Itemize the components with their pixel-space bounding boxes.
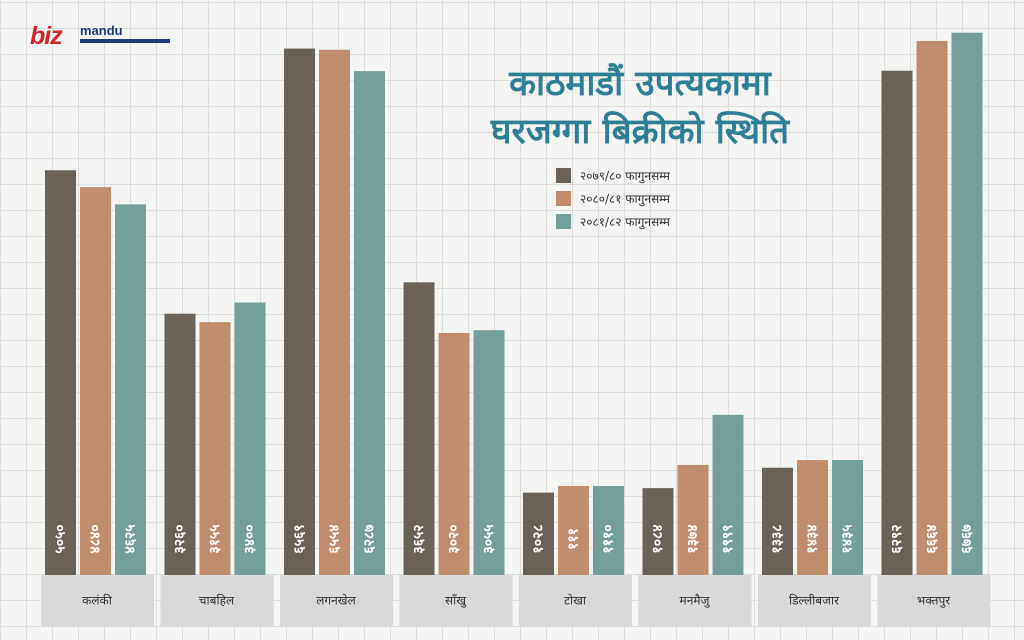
x-tick-label: लगनखेल: [316, 594, 356, 608]
legend-swatch-series-2: [556, 191, 571, 206]
bar-value-label: १११०: [601, 524, 617, 553]
category-strip: [41, 575, 154, 627]
bar: [284, 48, 315, 576]
legend-swatch-series-1: [556, 168, 571, 183]
bar: [199, 322, 231, 575]
category-strip: [399, 575, 513, 627]
bar: [115, 204, 146, 575]
x-tick-label: चाबहिल: [199, 594, 235, 608]
bar: [234, 302, 266, 575]
bar-value-label: ६२९२: [889, 524, 905, 553]
bar: [832, 459, 863, 575]
category-strip: [638, 575, 752, 627]
bar-value-label: ३४००: [242, 524, 258, 553]
logo-biz-text: biz: [30, 22, 63, 50]
bar: [593, 486, 624, 575]
bar: [438, 332, 470, 575]
bar-value-label: ६५६९: [292, 524, 308, 553]
bar-value-label: ३०५५: [481, 524, 497, 553]
bizmandu-logo: biz mandu: [30, 22, 170, 52]
category-strip: [160, 575, 274, 627]
logo-tagline-bar: [80, 39, 170, 43]
logo-mandu-text: mandu: [80, 23, 123, 38]
category-strip: [280, 575, 393, 627]
x-tick-label: साँखु: [445, 594, 467, 609]
bar-value-label: ६५५४: [327, 524, 343, 553]
bar-value-label: ३२६०: [172, 524, 188, 553]
bar: [881, 70, 913, 575]
bar: [951, 32, 983, 576]
category-strip: [758, 575, 871, 627]
legend-item-series-3: २०८१/८२ फागुनसम्म: [556, 210, 786, 233]
legend-label-series-3: २०८१/८२ फागुनसम्म: [580, 215, 670, 229]
chart-title: काठमाडौं उपत्यकामा घरजग्गा बिक्रीको स्थि…: [430, 60, 850, 156]
x-tick-label: भक्तपुर: [917, 594, 952, 609]
legend-label-series-1: २०७९/८० फागुनसम्म: [580, 169, 670, 183]
legend-item-series-2: २०८०/८१ फागुनसम्म: [556, 187, 786, 210]
bar: [354, 71, 385, 576]
bar-value-label: १०८४: [650, 524, 666, 553]
bar: [403, 282, 435, 575]
bar-value-label: ६७६७: [959, 524, 975, 553]
bar-value-label: ६२८७: [362, 524, 378, 553]
x-tick-label: टोखा: [564, 594, 587, 608]
bar: [712, 414, 744, 575]
bar-value-label: ४६२५: [123, 524, 139, 553]
x-tick-label: डिल्लीबजार: [789, 594, 840, 608]
bar-value-label: १९९९: [720, 524, 736, 553]
category-strip: [519, 575, 632, 627]
bar-value-label: १३३८: [770, 524, 786, 553]
bar: [762, 467, 793, 575]
legend-label-series-2: २०८०/८१ फागुनसम्म: [580, 192, 670, 206]
bar: [642, 488, 674, 575]
bar-value-label: १४३४: [805, 524, 821, 553]
bar-value-label: १३७४: [685, 524, 701, 553]
bar: [916, 40, 948, 576]
x-tick-label: कलंकी: [82, 594, 113, 608]
category-strip: [877, 575, 991, 627]
bar-value-label: ४८४०: [88, 524, 104, 553]
bar-value-label: ३१५५: [207, 524, 223, 553]
bar-value-label: १०२८: [531, 524, 547, 553]
bar-value-label: ६६६४: [924, 524, 940, 553]
bar: [558, 485, 589, 575]
bar: [797, 460, 828, 575]
bar-value-label: ५०५०: [53, 524, 69, 553]
bar: [80, 187, 111, 575]
bar-value-label: १११: [566, 528, 582, 550]
bar-value-label: १४३५: [840, 524, 856, 553]
bar: [677, 464, 709, 575]
bar-value-label: ३६५२: [411, 524, 427, 553]
chart-legend: २०७९/८० फागुनसम्म २०८०/८१ फागुनसम्म २०८१…: [556, 164, 786, 233]
bar: [45, 170, 76, 575]
legend-item-series-1: २०७९/८० फागुनसम्म: [556, 164, 786, 187]
bar: [319, 49, 350, 575]
bar: [523, 492, 554, 575]
legend-swatch-series-3: [556, 214, 571, 229]
x-tick-label: मनमैजु: [680, 594, 711, 609]
bar: [473, 330, 505, 575]
bar-value-label: ३०२०: [446, 524, 462, 553]
chart-title-line-1: काठमाडौं उपत्यकामा: [509, 64, 771, 104]
bar: [164, 313, 196, 575]
chart-title-line-2: घरजग्गा बिक्रीको स्थिति: [490, 112, 790, 152]
